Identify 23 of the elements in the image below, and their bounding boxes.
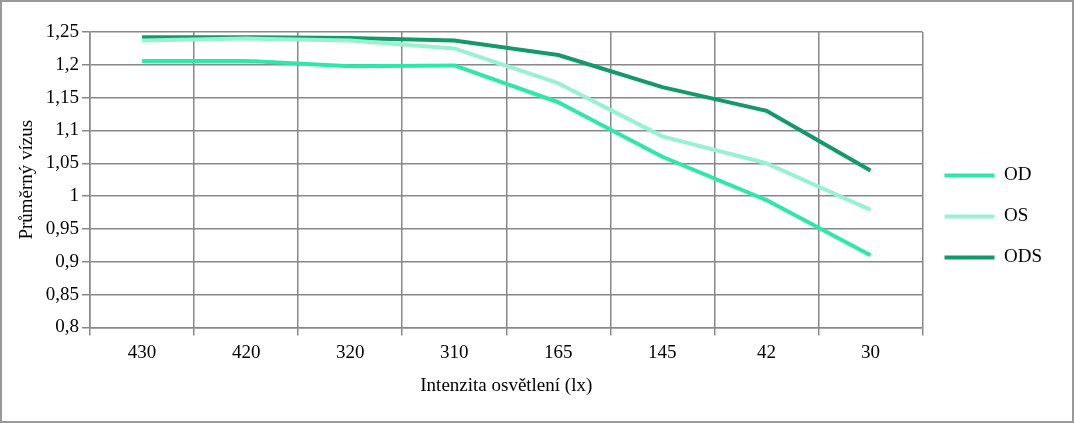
- y-tick-label: 0,8: [55, 315, 80, 337]
- y-tick-label: 0,85: [45, 282, 80, 304]
- x-tick-label: 320: [335, 340, 365, 362]
- y-tick-label: 0,9: [55, 249, 80, 271]
- x-tick-label: 42: [756, 340, 776, 362]
- legend-label: OD: [1003, 163, 1032, 185]
- y-tick-label: 1: [69, 184, 80, 206]
- y-tick-label: 1,1: [55, 118, 80, 140]
- x-tick-label: 145: [648, 340, 677, 362]
- legend-label: ODS: [1003, 245, 1043, 267]
- x-tick-label: 310: [439, 340, 469, 362]
- x-axis-title: Intenzita osvětlení (lx): [420, 373, 593, 396]
- x-tick-label: 30: [860, 340, 880, 362]
- x-tick-label: 420: [231, 340, 261, 362]
- y-tick-label: 1,25: [45, 19, 80, 41]
- x-tick-label: 430: [127, 340, 157, 362]
- legend-label: OS: [1003, 204, 1029, 226]
- y-axis-title: Průměrný vízus: [15, 119, 37, 240]
- y-tick-label: 1,15: [45, 85, 80, 107]
- y-tick-label: 1,05: [45, 151, 80, 173]
- y-tick-label: 0,95: [45, 216, 80, 238]
- y-tick-label: 1,2: [55, 52, 80, 74]
- x-tick-label: 165: [544, 340, 573, 362]
